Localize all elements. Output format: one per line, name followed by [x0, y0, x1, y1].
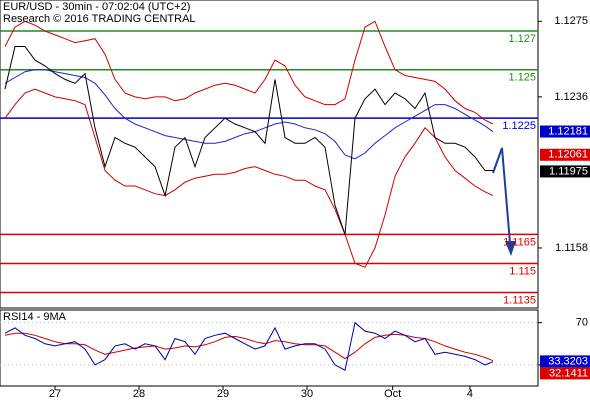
y-tick-label: 70 [576, 317, 588, 329]
x-tick-label: 29 [217, 388, 229, 400]
series-line [4, 20, 494, 125]
x-tick-label: 30 [301, 388, 313, 400]
x-tick-label: 27 [49, 388, 61, 400]
level-label: 1.1165 [503, 236, 536, 248]
chart-subtitle: Research © 2016 TRADING CENTRAL [3, 13, 196, 25]
price-box [540, 367, 590, 380]
series-line [4, 69, 494, 160]
price-box-label: 32.1411 [549, 367, 588, 379]
price-panel [0, 0, 539, 309]
x-tick-label: 4 [467, 388, 473, 400]
y-tick-label: 1.1158 [555, 242, 588, 254]
level-label: 1.127 [508, 33, 536, 45]
forecast-arrow [492, 147, 516, 256]
y-tick-label: 1.1236 [554, 91, 588, 103]
y-tick-label: 1.1275 [554, 15, 588, 27]
rsi-title: RSI14 - 9MA [3, 311, 67, 323]
series-line [4, 46, 493, 235]
price-box-label: 1.11975 [549, 165, 588, 177]
level-label: 1.1225 [502, 120, 536, 132]
x-tick-label: 28 [133, 388, 145, 400]
chart-title: EUR/USD - 30min - 07:02:04 (UTC+2) [3, 1, 190, 13]
series-line [4, 88, 494, 268]
price-box [540, 148, 590, 161]
level-label: 1.1135 [503, 294, 536, 306]
series-line [4, 332, 494, 362]
price-box [540, 125, 590, 138]
level-label: 1.115 [509, 265, 536, 277]
x-tick-label: Oct [384, 388, 401, 400]
price-box-label: 1.12061 [548, 149, 588, 161]
price-box-label: 33.3203 [548, 355, 588, 367]
level-label: 1.125 [508, 72, 536, 84]
rsi-panel [0, 309, 539, 387]
price-box [540, 355, 590, 368]
price-box [540, 165, 590, 178]
series-line [4, 321, 494, 371]
price-box-label: 1.12181 [548, 125, 588, 137]
